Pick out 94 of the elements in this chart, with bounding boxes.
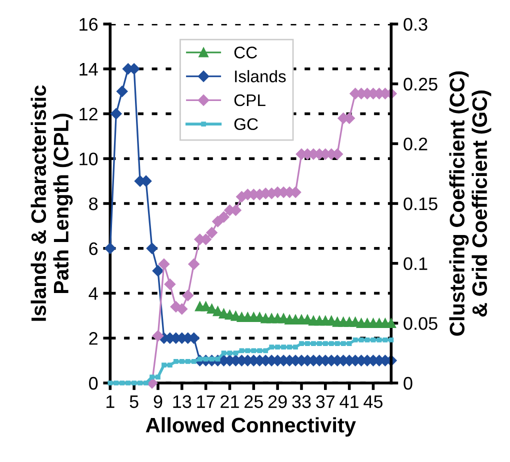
point (269, 344, 274, 350)
point (382, 337, 388, 342)
point (233, 350, 238, 356)
point (364, 337, 370, 342)
y-tick-label: 4 (88, 287, 98, 300)
point (179, 359, 184, 364)
y2-tick-label: 0.3 (404, 18, 428, 31)
point (114, 380, 119, 386)
point (275, 344, 280, 350)
point (116, 86, 128, 97)
point (218, 211, 230, 223)
y-tick-label: 10 (80, 152, 98, 166)
point (245, 348, 250, 354)
point (185, 359, 190, 364)
y2-tick-label: 0.1 (404, 257, 428, 270)
y-tick-label: 16 (80, 18, 98, 31)
point (251, 348, 256, 354)
x-tick-label: 29 (268, 395, 287, 408)
point (108, 380, 113, 386)
point (328, 341, 334, 346)
point (191, 359, 196, 364)
point (281, 344, 286, 350)
point (164, 278, 176, 290)
point (370, 337, 376, 342)
point (352, 337, 358, 342)
x-tick-label: 13 (173, 395, 192, 408)
x-axis-title: Allowed Connectivity (146, 417, 356, 437)
legend-label: CPL (234, 94, 266, 106)
point (168, 362, 172, 368)
point (156, 374, 160, 380)
y2-tick-label: 0.25 (404, 78, 438, 91)
point (334, 341, 340, 346)
point (152, 330, 164, 342)
point (221, 350, 226, 356)
point (257, 348, 262, 354)
x-tick-label: 33 (292, 395, 311, 408)
legend-label: CC (234, 46, 257, 58)
point (138, 380, 142, 386)
x-tick-label: 5 (130, 395, 138, 408)
x-tick-label: 25 (244, 395, 263, 408)
legend-label: GC (234, 118, 258, 130)
point (188, 258, 200, 270)
x-tick-label: 45 (364, 395, 383, 408)
point (278, 314, 288, 324)
point (376, 337, 382, 342)
y2-tick-label: 0.15 (404, 197, 438, 210)
point (146, 242, 158, 254)
x-tick-label: 37 (316, 395, 335, 408)
point (132, 380, 137, 386)
point (173, 359, 178, 364)
point (388, 337, 394, 342)
point (311, 341, 316, 346)
y2-tick-label: 0 (404, 376, 412, 390)
point (144, 380, 148, 386)
point (316, 341, 322, 346)
point (152, 265, 164, 276)
point (176, 303, 188, 315)
y-axis-title: Islands & Characteristic Path Length (CPL) (30, 85, 73, 321)
legend-label: Islands (235, 70, 286, 82)
point (305, 341, 310, 346)
point (104, 242, 116, 254)
point (340, 341, 346, 346)
y2-tick-label: 0.05 (404, 317, 438, 330)
point (239, 348, 244, 354)
y-tick-label: 2 (89, 332, 98, 345)
point (110, 108, 122, 120)
x-tick-label: 17 (197, 395, 215, 408)
point (227, 350, 232, 356)
point (299, 341, 304, 346)
point (158, 258, 170, 270)
point (182, 290, 194, 302)
point (206, 227, 218, 238)
point (287, 344, 292, 350)
y-tick-label: 0 (89, 376, 98, 390)
point (126, 380, 131, 386)
point (150, 374, 154, 380)
point (322, 341, 328, 346)
y2-axis-title: Clustering Coefficient (CC) & Grid Coefficient (GC) (449, 71, 492, 336)
point (120, 380, 125, 386)
x-tick-label: 1 (106, 395, 114, 408)
point (358, 337, 364, 342)
point (263, 348, 268, 354)
point (293, 344, 298, 350)
y-tick-label: 6 (89, 242, 98, 256)
y2-tick-label: 0.2 (404, 138, 428, 150)
y-tick-label: 14 (80, 63, 98, 76)
x-tick-label: 41 (340, 395, 358, 408)
point (162, 362, 166, 368)
x-tick-label: 9 (154, 395, 162, 408)
y-tick-label: 12 (80, 108, 98, 120)
y-tick-label: 8 (89, 197, 98, 210)
point (212, 216, 224, 228)
x-tick-label: 21 (220, 395, 239, 408)
point (346, 341, 352, 346)
